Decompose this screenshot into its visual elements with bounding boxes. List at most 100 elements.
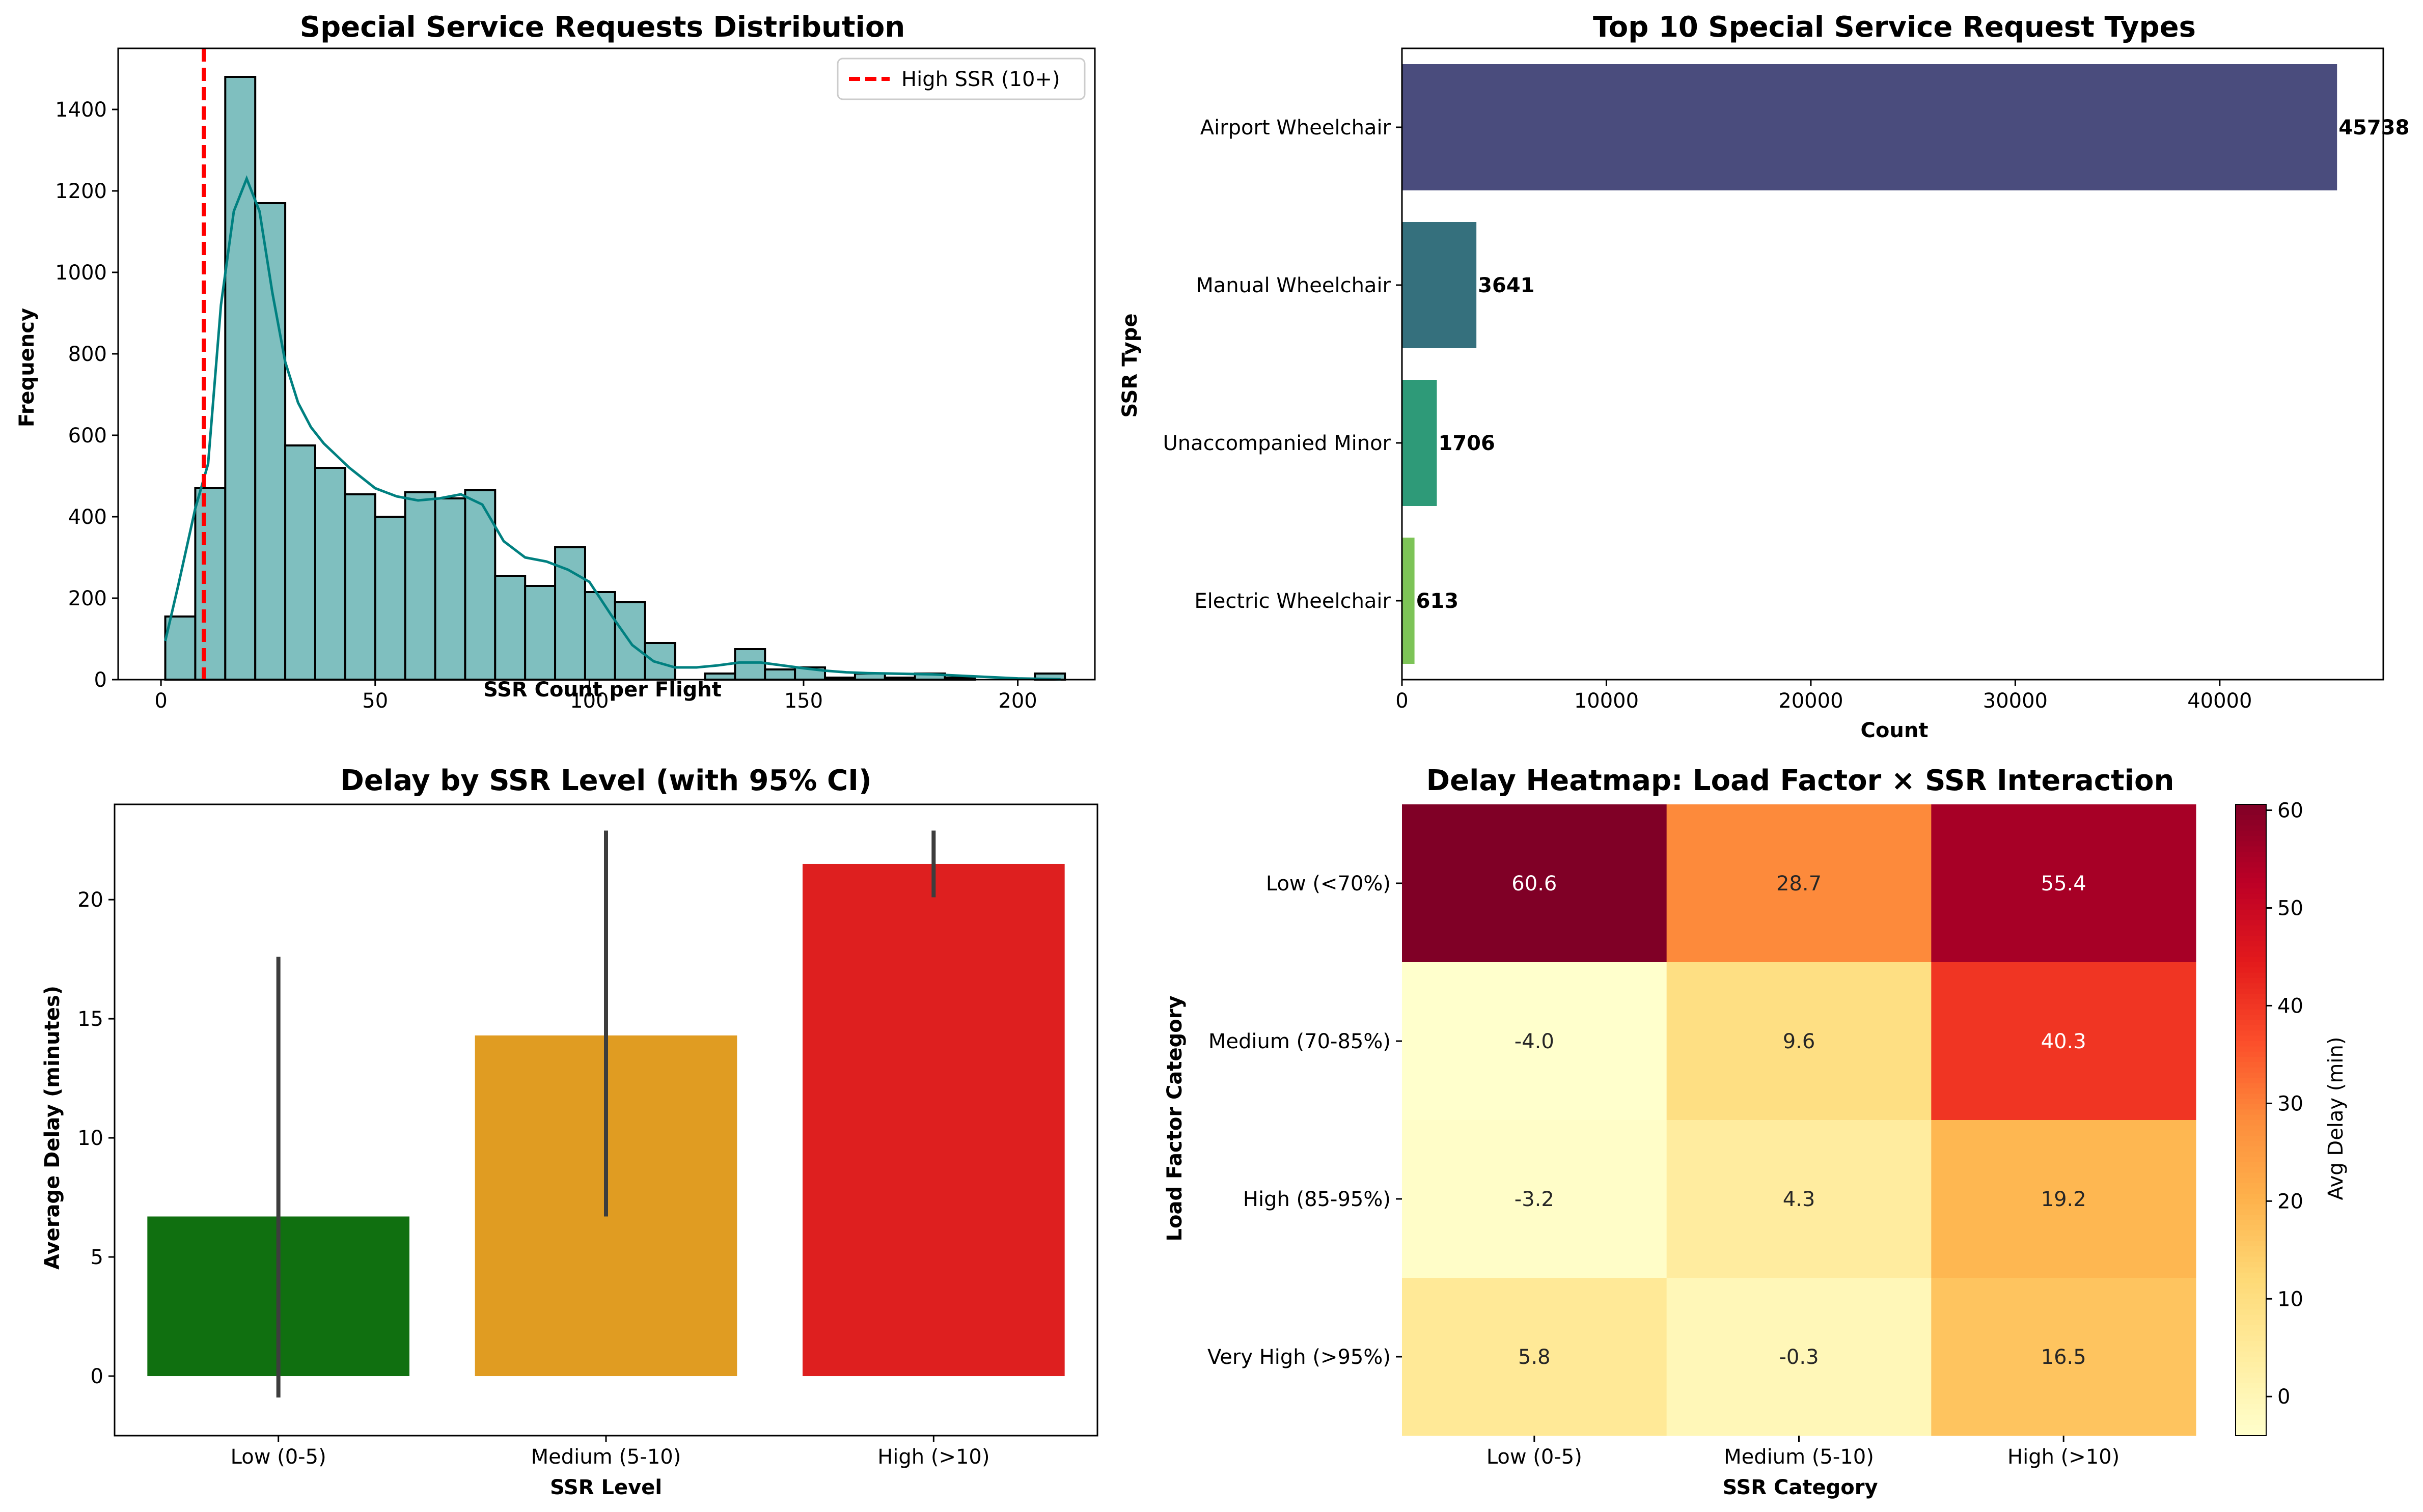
colorbar-segment bbox=[2236, 1130, 2266, 1136]
ssr-type-value-label: 45738 bbox=[2338, 116, 2409, 139]
colorbar-segment bbox=[2236, 883, 2266, 889]
histogram-bar bbox=[374, 516, 406, 681]
hist-y-tick-label: 1000 bbox=[55, 261, 107, 285]
colorbar-segment bbox=[2236, 1020, 2266, 1026]
heatmap-y-category-label: Low (<70%) bbox=[1266, 872, 1391, 895]
colorbar-segment bbox=[2236, 1030, 2266, 1037]
colorbar-segment bbox=[2236, 1330, 2266, 1336]
colorbar-segment bbox=[2236, 1199, 2266, 1205]
colorbar-segment bbox=[2236, 1157, 2266, 1163]
delay-bar bbox=[803, 863, 1065, 1377]
heatmap-ylabel: Load Factor Category bbox=[1163, 996, 1187, 1242]
colorbar-segment bbox=[2236, 1125, 2266, 1131]
heatmap-cell-value: 9.6 bbox=[1783, 1030, 1815, 1053]
heatmap-y-category-label: Medium (70-85%) bbox=[1208, 1030, 1391, 1053]
hbar-x-tick-label: 0 bbox=[1395, 689, 1408, 713]
colorbar-segment bbox=[2236, 1046, 2266, 1052]
colorbar-segment bbox=[2236, 1193, 2266, 1199]
colorbar-segment bbox=[2236, 1104, 2266, 1110]
hist-y-tick-label: 1400 bbox=[55, 98, 107, 122]
ci-bar-ylabel: Average Delay (minutes) bbox=[41, 986, 64, 1270]
colorbar-segment bbox=[2236, 951, 2266, 958]
hist-y-tick-label: 400 bbox=[68, 506, 107, 529]
legend-box bbox=[837, 58, 1086, 100]
colorbar-segment bbox=[2236, 1430, 2266, 1436]
hbar-x-tick-label: 10000 bbox=[1574, 689, 1639, 713]
colorbar-segment bbox=[2236, 962, 2266, 968]
colorbar-segment bbox=[2236, 1041, 2266, 1047]
colorbar-segment bbox=[2236, 1051, 2266, 1057]
colorbar-segment bbox=[2236, 1225, 2266, 1231]
colorbar-segment bbox=[2236, 1393, 2266, 1399]
colorbar-frame bbox=[2235, 804, 2267, 1436]
colorbar-segment bbox=[2236, 815, 2266, 821]
colorbar-segment bbox=[2236, 1236, 2266, 1242]
ci-bar-category-label: High (>10) bbox=[877, 1445, 989, 1469]
colorbar-segment bbox=[2236, 888, 2266, 894]
colorbar-segment bbox=[2236, 1383, 2266, 1389]
hist-y-tick-label: 1200 bbox=[55, 180, 107, 203]
colorbar-segment bbox=[2236, 857, 2266, 863]
heatmap-cell-value: 40.3 bbox=[2041, 1030, 2086, 1053]
colorbar-segment bbox=[2236, 1057, 2266, 1062]
hbar-x-tick-label: 40000 bbox=[2187, 689, 2252, 713]
colorbar-tick-label: 10 bbox=[2277, 1287, 2303, 1311]
histogram-bar bbox=[734, 648, 766, 681]
colorbar-segment bbox=[2236, 967, 2266, 973]
histogram-bar bbox=[344, 493, 376, 681]
ssr-type-category-label: Electric Wheelchair bbox=[1194, 590, 1391, 613]
heatmap-x-category-label: Medium (5-10) bbox=[1724, 1445, 1874, 1469]
colorbar-segment bbox=[2236, 830, 2266, 836]
hist-axes-frame bbox=[117, 47, 1096, 681]
colorbar-segment bbox=[2236, 846, 2266, 852]
colorbar-segment bbox=[2236, 1088, 2266, 1094]
colorbar-segment bbox=[2236, 946, 2266, 952]
hbar-axes-frame bbox=[1401, 47, 2384, 681]
colorbar-segment bbox=[2236, 1025, 2266, 1031]
colorbar-segment bbox=[2236, 1294, 2266, 1299]
heatmap-cell bbox=[1666, 1278, 1932, 1436]
colorbar-segment bbox=[2236, 1015, 2266, 1021]
ci-bar-y-tick-label: 20 bbox=[77, 888, 103, 912]
colorbar-tick-label: 50 bbox=[2277, 897, 2303, 920]
kde-curve bbox=[164, 175, 1061, 681]
colorbar-segment bbox=[2236, 972, 2266, 978]
heatmap-cell-value: 28.7 bbox=[1776, 872, 1822, 895]
ssr-type-bar bbox=[1402, 538, 1415, 664]
heatmap-cell-value: -3.2 bbox=[1515, 1188, 1554, 1211]
colorbar-segment bbox=[2236, 1073, 2266, 1078]
colorbar-segment bbox=[2236, 1362, 2266, 1368]
ci-bar-y-tick-label: 15 bbox=[77, 1007, 103, 1031]
colorbar-segment bbox=[2236, 1035, 2266, 1042]
colorbar-segment bbox=[2236, 1241, 2266, 1247]
colorbar-segment bbox=[2236, 1272, 2266, 1278]
colorbar-segment bbox=[2236, 1178, 2266, 1184]
heatmap-cell bbox=[1402, 1120, 1667, 1278]
histogram-bar bbox=[404, 491, 436, 681]
colorbar-segment bbox=[2236, 841, 2266, 847]
colorbar-segment bbox=[2236, 1246, 2266, 1252]
hist-y-tick-label: 200 bbox=[68, 587, 107, 610]
colorbar-segment bbox=[2236, 1120, 2266, 1126]
colorbar-segment bbox=[2236, 1388, 2266, 1394]
colorbar-segment bbox=[2236, 1230, 2266, 1236]
hist-x-tick-label: 200 bbox=[998, 689, 1037, 713]
heatmap-cell bbox=[1931, 1120, 2196, 1278]
colorbar-segment bbox=[2236, 1314, 2266, 1321]
ci-bar-xlabel: SSR Level bbox=[550, 1476, 662, 1499]
colorbar-segment bbox=[2236, 1114, 2266, 1121]
colorbar-segment bbox=[2236, 1325, 2266, 1331]
ssr-type-category-label: Airport Wheelchair bbox=[1200, 116, 1391, 139]
colorbar-segment bbox=[2236, 873, 2266, 879]
colorbar-segment bbox=[2236, 1172, 2266, 1179]
colorbar-segment bbox=[2236, 1414, 2266, 1420]
hist-xlabel: SSR Count per Flight bbox=[483, 678, 722, 702]
hist-ylabel: Frequency bbox=[15, 308, 39, 427]
colorbar-segment bbox=[2236, 1309, 2266, 1315]
colorbar-segment bbox=[2236, 1209, 2266, 1215]
colorbar-segment bbox=[2236, 1215, 2266, 1220]
histogram-bar bbox=[224, 76, 257, 681]
colorbar-segment bbox=[2236, 1256, 2266, 1263]
colorbar-tick-label: 20 bbox=[2277, 1190, 2303, 1213]
colorbar-segment bbox=[2236, 820, 2266, 826]
